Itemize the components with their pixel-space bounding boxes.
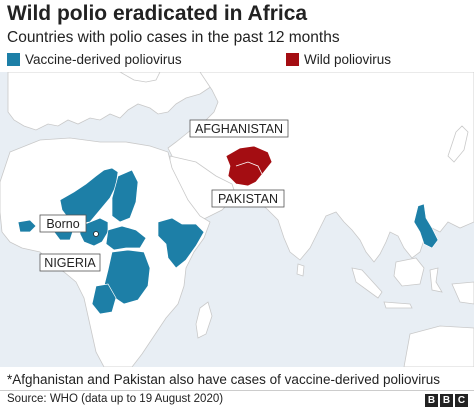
label-afghanistan-group: AFGHANISTAN	[189, 119, 289, 138]
land-asia	[167, 72, 474, 263]
map: AFGHANISTAN PAKISTAN Borno NIGERIA	[0, 72, 474, 367]
land-japan	[447, 125, 469, 163]
country-angola	[91, 283, 117, 315]
legend-item-wild: Wild poliovirus	[286, 51, 391, 67]
bbc-logo-block-3: C	[455, 394, 468, 407]
country-west-africa-coast	[17, 219, 37, 233]
label-pakistan: PAKISTAN	[218, 192, 278, 206]
bbc-logo: B B C	[425, 394, 468, 407]
land-borneo	[393, 257, 425, 287]
legend-label-vaccine: Vaccine-derived poliovirus	[25, 51, 182, 67]
page-subtitle: Countries with polio cases in the past 1…	[7, 29, 340, 46]
label-pakistan-box	[211, 189, 285, 208]
label-afghanistan: AFGHANISTAN	[195, 122, 283, 136]
land-sulawesi	[429, 267, 443, 293]
source-note: Source: WHO (data up to 19 August 2020)	[7, 393, 224, 405]
label-nigeria: NIGERIA	[44, 256, 96, 270]
legend-swatch-wild	[286, 52, 299, 66]
legend-item-vaccine-derived: Vaccine-derived poliovirus	[7, 51, 182, 67]
country-cameroon-car	[105, 225, 147, 251]
bbc-logo-block-2: B	[440, 394, 453, 407]
land-africa	[0, 137, 211, 367]
land-north	[119, 72, 161, 83]
label-pakistan-group: PAKISTAN	[211, 189, 285, 208]
land-madagascar	[195, 301, 213, 339]
pakistan-afghan-border	[235, 161, 263, 175]
bbc-logo-block-1: B	[425, 394, 438, 407]
land-sri-lanka	[296, 263, 305, 277]
country-afghanistan-pakistan	[225, 145, 273, 187]
footer-divider	[0, 390, 474, 391]
legend-swatch-vaccine	[7, 52, 20, 66]
label-afghanistan-box	[189, 119, 289, 138]
land-java	[383, 301, 413, 309]
label-borno: Borno	[46, 217, 79, 231]
country-ethiopia-somalia	[157, 217, 205, 269]
label-nigeria-group: NIGERIA	[39, 253, 101, 272]
label-borno-group: Borno	[39, 214, 87, 233]
page-title: Wild polio eradicated in Africa	[7, 2, 308, 25]
land-new-guinea	[451, 281, 474, 305]
legend-label-wild: Wild poliovirus	[304, 51, 392, 67]
land-europe	[7, 72, 213, 131]
borno-marker	[93, 231, 99, 237]
label-nigeria-box	[39, 253, 101, 272]
footnote: *Afghanistan and Pakistan also have case…	[7, 372, 441, 387]
country-chad	[111, 169, 139, 223]
country-philippines	[413, 203, 439, 249]
land-australia	[403, 325, 474, 367]
country-drc	[103, 249, 151, 305]
vaccine-derived-countries	[17, 167, 205, 315]
map-svg: AFGHANISTAN PAKISTAN Borno NIGERIA	[0, 72, 474, 367]
land-sumatra	[351, 267, 383, 299]
label-borno-box	[39, 214, 87, 233]
